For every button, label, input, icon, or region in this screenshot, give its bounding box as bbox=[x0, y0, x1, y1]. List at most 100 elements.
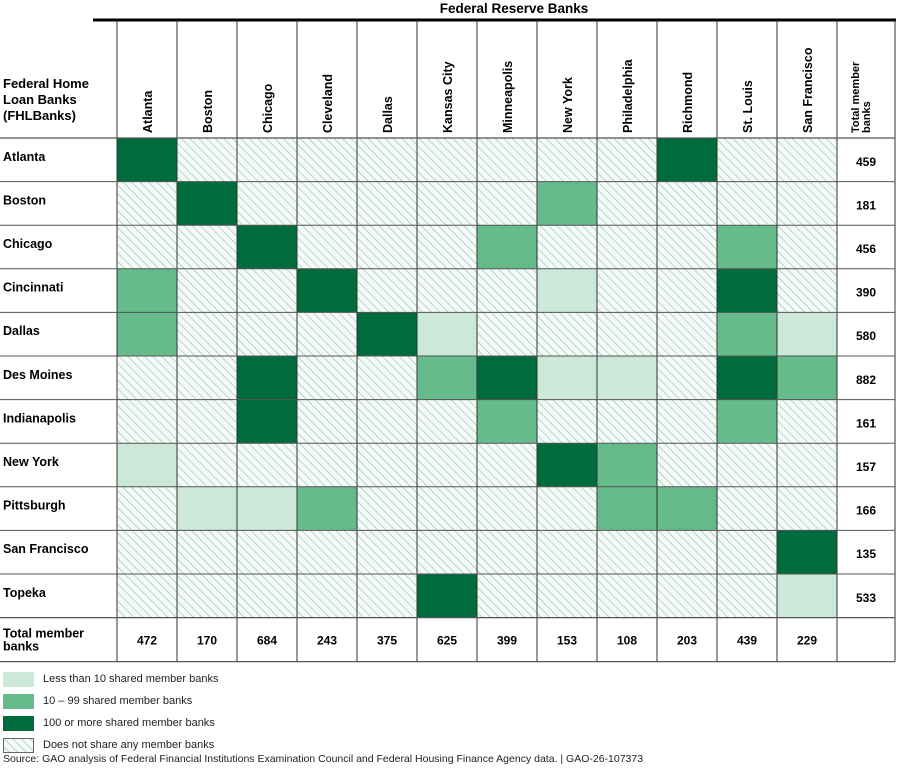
row-label: New York bbox=[3, 455, 59, 469]
heatmap-cell bbox=[597, 181, 657, 226]
column-total-value: 375 bbox=[377, 634, 397, 648]
heatmap-cell bbox=[177, 486, 237, 531]
heatmap-cell bbox=[477, 486, 537, 531]
column-header-label: Chicago bbox=[261, 83, 275, 133]
heatmap-cell bbox=[357, 268, 417, 313]
heatmap-cell bbox=[417, 268, 477, 313]
heatmap-cell bbox=[597, 268, 657, 313]
heatmap-cell bbox=[597, 225, 657, 269]
heatmap-cell bbox=[177, 356, 237, 400]
heatmap-cell bbox=[417, 443, 477, 487]
column-total-value: 170 bbox=[197, 634, 217, 648]
heatmap-cell bbox=[297, 138, 357, 182]
heatmap-cell bbox=[117, 312, 177, 356]
legend-item-100-plus: 100 or more shared member banks bbox=[3, 712, 219, 734]
row-label: Chicago bbox=[3, 237, 53, 251]
heatmap-cell bbox=[597, 574, 657, 618]
heatmap-cell bbox=[777, 138, 837, 182]
heatmap-cell bbox=[177, 574, 237, 618]
heatmap-cell bbox=[357, 530, 417, 574]
heatmap-cell bbox=[357, 181, 417, 226]
heatmap-cell bbox=[657, 574, 717, 618]
total-column-header-label: Total member bbox=[850, 61, 862, 133]
heatmap-cell bbox=[117, 268, 177, 313]
heatmap-cell bbox=[237, 312, 297, 356]
legend-item-less-than-10: Less than 10 shared member banks bbox=[3, 668, 219, 690]
legend-label: Does not share any member banks bbox=[43, 739, 215, 751]
total-column-header-label: banks bbox=[861, 101, 873, 133]
heatmap-cell bbox=[117, 530, 177, 574]
column-total-value: 684 bbox=[257, 634, 277, 648]
heatmap-cell bbox=[117, 225, 177, 269]
heatmap-cell bbox=[717, 268, 777, 313]
column-header-label: Kansas City bbox=[441, 61, 455, 133]
row-header-label: Loan Banks bbox=[3, 92, 77, 107]
heatmap-cell bbox=[177, 181, 237, 226]
row-total-value: 882 bbox=[856, 373, 876, 387]
heatmap-cell bbox=[657, 268, 717, 313]
heatmap-cell bbox=[657, 312, 717, 356]
heatmap-cell bbox=[777, 225, 837, 269]
heatmap-cell bbox=[777, 268, 837, 313]
heatmap-cell bbox=[657, 225, 717, 269]
heatmap-cell bbox=[597, 443, 657, 487]
heatmap-cell bbox=[477, 138, 537, 182]
heatmap-cell bbox=[777, 530, 837, 574]
legend-swatch-light bbox=[3, 671, 34, 687]
heatmap-cell bbox=[717, 356, 777, 400]
heatmap-cell bbox=[537, 530, 597, 574]
heatmap-cell bbox=[237, 225, 297, 269]
heatmap-cell bbox=[597, 312, 657, 356]
heatmap-cell bbox=[657, 530, 717, 574]
column-header-label: Minneapolis bbox=[501, 61, 515, 133]
heatmap-cell bbox=[477, 530, 537, 574]
heatmap-cell bbox=[777, 486, 837, 531]
row-total-value: 135 bbox=[856, 547, 876, 561]
heatmap-cell bbox=[717, 486, 777, 531]
heatmap-cell bbox=[537, 356, 597, 400]
heatmap-cell bbox=[717, 181, 777, 226]
legend-label: 100 or more shared member banks bbox=[43, 717, 215, 729]
heatmap-cell bbox=[657, 356, 717, 400]
heatmap-cell bbox=[357, 138, 417, 182]
heatmap-cell bbox=[297, 312, 357, 356]
heatmap-cell bbox=[357, 312, 417, 356]
total-row-header-label: Total member bbox=[3, 627, 84, 641]
legend-swatch-hatched bbox=[3, 737, 34, 753]
heatmap-cell bbox=[537, 574, 597, 618]
heatmap-cell bbox=[177, 312, 237, 356]
heatmap-cell bbox=[297, 399, 357, 444]
column-header-label: New York bbox=[561, 77, 575, 133]
legend-swatch-medium bbox=[3, 693, 34, 709]
total-row-header-label: banks bbox=[3, 640, 39, 654]
heatmap-cell bbox=[657, 443, 717, 487]
heatmap-cell bbox=[537, 443, 597, 487]
heatmap-cell bbox=[477, 399, 537, 444]
heatmap-cell bbox=[117, 574, 177, 618]
heatmap-cell bbox=[777, 356, 837, 400]
heatmap-cell bbox=[177, 399, 237, 444]
row-total-value: 459 bbox=[856, 155, 876, 169]
heatmap-cell bbox=[657, 138, 717, 182]
heatmap-cell bbox=[237, 356, 297, 400]
heatmap-cell bbox=[417, 399, 477, 444]
row-label: Indianapolis bbox=[3, 411, 76, 425]
heatmap-cell bbox=[357, 225, 417, 269]
legend-swatch-dark bbox=[3, 715, 34, 731]
column-total-value: 203 bbox=[677, 634, 697, 648]
row-label: Pittsburgh bbox=[3, 499, 66, 513]
heatmap-cell bbox=[477, 181, 537, 226]
heatmap-cell bbox=[237, 530, 297, 574]
heatmap-cell bbox=[357, 356, 417, 400]
heatmap-cell bbox=[117, 356, 177, 400]
heatmap-cell bbox=[297, 443, 357, 487]
legend-label: Less than 10 shared member banks bbox=[43, 673, 219, 685]
column-header-label: San Francisco bbox=[801, 47, 815, 133]
heatmap-cell bbox=[717, 312, 777, 356]
legend-item-10-99: 10 – 99 shared member banks bbox=[3, 690, 219, 712]
row-total-value: 166 bbox=[856, 504, 876, 518]
heatmap-cell bbox=[357, 486, 417, 531]
heatmap-cell bbox=[237, 486, 297, 531]
legend: Less than 10 shared member banks 10 – 99… bbox=[3, 668, 219, 756]
